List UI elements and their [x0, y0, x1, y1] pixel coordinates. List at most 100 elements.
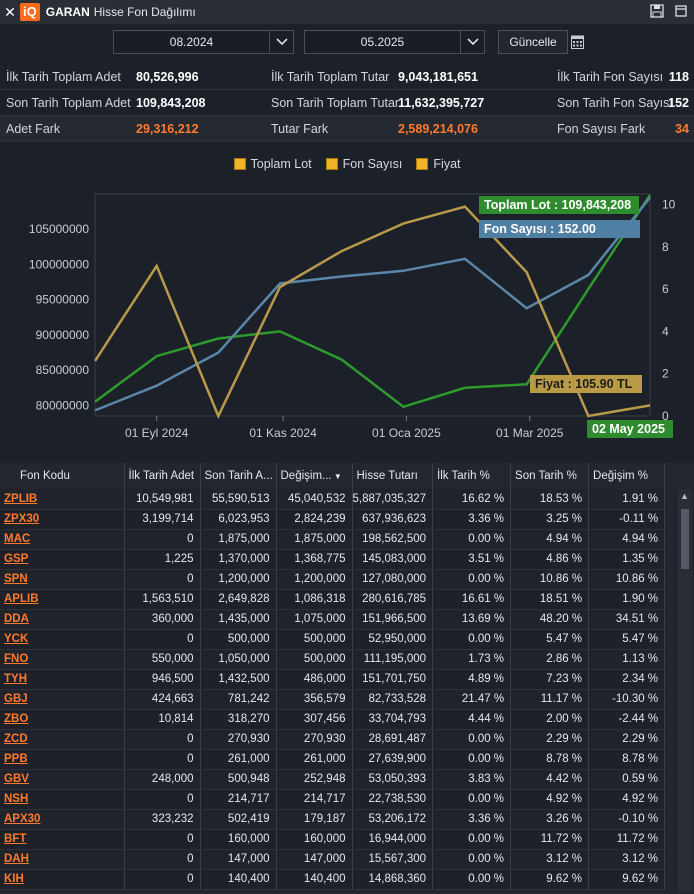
table-row[interactable]: GBV 248,000 500,948 252,948 53,050,393 3.83 %…: [0, 769, 666, 790]
fund-code-link[interactable]: ZPLIB: [4, 492, 38, 505]
fund-code-link[interactable]: ZPX30: [4, 513, 40, 525]
fund-code-cell[interactable]: ZBO: [0, 709, 125, 730]
column-header[interactable]: İlk Tarih Adet: [124, 463, 201, 489]
fund-code-link[interactable]: BFT: [4, 833, 27, 845]
table-cell: 270,930: [276, 729, 353, 750]
end-date-select[interactable]: 05.2025: [304, 30, 485, 54]
table-scrollbar[interactable]: ▲: [678, 489, 692, 892]
table-row[interactable]: APLIB 1,563,510 2,649,828 1,086,318 280,616,…: [0, 589, 666, 610]
y-right-tick-label: 4: [662, 324, 669, 338]
table-cell: 1,370,000: [200, 549, 277, 570]
fund-code-cell[interactable]: DAH: [0, 849, 125, 870]
table-row[interactable]: NSH 0 214,717 214,717 22,738,530 0.00 % 4.92 %…: [0, 789, 666, 810]
table-row[interactable]: BFT 0 160,000 160,000 16,944,000 0.00 % 11.72 …: [0, 829, 666, 850]
fund-code-link[interactable]: DDA: [4, 613, 29, 625]
fund-code-link[interactable]: ZBO: [4, 713, 29, 725]
table-cell: 0.00 %: [432, 529, 512, 550]
summary-value: 29,316,212: [136, 122, 199, 136]
table-cell: 9.62 %: [588, 869, 666, 890]
fund-code-link[interactable]: APLIB: [4, 593, 39, 605]
table-row[interactable]: SPN 0 1,200,000 1,200,000 127,080,000 0.00 % 1…: [0, 569, 666, 590]
sort-desc-icon[interactable]: ▼: [331, 472, 342, 481]
legend-item[interactable]: Toplam Lot: [233, 157, 312, 171]
fund-code-cell[interactable]: KIH: [0, 869, 125, 890]
legend-item[interactable]: Fiyat: [416, 157, 461, 171]
table-row[interactable]: YCK 0 500,000 500,000 52,950,000 0.00 % 5.47 %…: [0, 629, 666, 650]
legend-item[interactable]: Fon Sayısı: [325, 157, 402, 171]
fund-code-cell[interactable]: PPB: [0, 749, 125, 770]
column-header[interactable]: Değişim %: [588, 463, 666, 489]
close-icon[interactable]: ✕: [4, 3, 16, 20]
update-button[interactable]: Güncelle: [498, 30, 568, 54]
fund-code-cell[interactable]: ZCD: [0, 729, 125, 750]
start-date-select[interactable]: 08.2024: [113, 30, 294, 54]
fund-code-link[interactable]: YCK: [4, 633, 29, 645]
fund-code-link[interactable]: TYH: [4, 673, 27, 685]
fund-code-link[interactable]: DAH: [4, 853, 29, 865]
fund-code-link[interactable]: NSH: [4, 793, 29, 805]
table-row[interactable]: ZPLIB 10,549,981 55,590,513 45,040,532 5,887…: [0, 489, 666, 510]
calendar-icon[interactable]: [571, 34, 585, 49]
table-row[interactable]: GBJ 424,663 781,242 356,579 82,733,528 21.47 …: [0, 689, 666, 710]
table-row[interactable]: ZPX30 3,199,714 6,023,953 2,824,239 637,936,…: [0, 509, 666, 530]
fund-code-cell[interactable]: GBJ: [0, 689, 125, 710]
fund-code-link[interactable]: ZCD: [4, 733, 28, 745]
series-line-fiyat: [93, 205, 651, 420]
column-header[interactable]: Son Tarih %: [510, 463, 590, 489]
fund-code-cell[interactable]: FNO: [0, 649, 125, 670]
fund-code-cell[interactable]: YCK: [0, 629, 125, 650]
table-row[interactable]: MAC 0 1,875,000 1,875,000 198,562,500 0.00 % 4…: [0, 529, 666, 550]
fund-code-cell[interactable]: MAC: [0, 529, 125, 550]
fund-code-link[interactable]: SPN: [4, 573, 28, 585]
column-header[interactable]: Değişim... ▼: [276, 463, 353, 489]
column-header[interactable]: Fon Kodu: [0, 463, 125, 489]
scroll-thumb[interactable]: [681, 509, 689, 569]
fund-code-cell[interactable]: TYH: [0, 669, 125, 690]
table-row[interactable]: PPB 0 261,000 261,000 27,639,900 0.00 % 8.78 %…: [0, 749, 666, 770]
fund-code-cell[interactable]: ZPX30: [0, 509, 125, 530]
fund-code-cell[interactable]: NSH: [0, 789, 125, 810]
fund-code-link[interactable]: MAC: [4, 533, 31, 545]
tooltip-lot-box: [479, 196, 639, 214]
table-row[interactable]: DDA 360,000 1,435,000 1,075,000 151,966,500 1…: [0, 609, 666, 630]
fund-code-link[interactable]: PPB: [4, 753, 28, 765]
fund-code-cell[interactable]: SPN: [0, 569, 125, 590]
y-right-tick-label: 8: [662, 240, 669, 254]
chevron-down-icon[interactable]: [269, 31, 293, 53]
table-row[interactable]: KIH 0 140,400 140,400 14,868,360 0.00 % 9.62 %…: [0, 869, 666, 890]
save-icon[interactable]: [650, 4, 664, 21]
fund-code-link[interactable]: KIH: [4, 873, 24, 885]
fund-code-cell[interactable]: APX30: [0, 809, 125, 830]
table-cell: 147,000: [200, 849, 277, 870]
table-cell: -2.44 %: [588, 709, 666, 730]
fund-code-cell[interactable]: ZPLIB: [0, 489, 125, 510]
table-row[interactable]: APX30 323,232 502,419 179,187 53,206,172 3.36…: [0, 809, 666, 830]
fund-code-link[interactable]: FNO: [4, 653, 29, 665]
scroll-up-icon[interactable]: ▲: [680, 491, 689, 501]
fund-code-cell[interactable]: APLIB: [0, 589, 125, 610]
fund-code-cell[interactable]: GBV: [0, 769, 125, 790]
fund-code-link[interactable]: APX30: [4, 813, 41, 825]
column-header[interactable]: Son Tarih A...: [200, 463, 277, 489]
table-row[interactable]: FNO 550,000 1,050,000 500,000 111,195,000 1.7…: [0, 649, 666, 670]
table-row[interactable]: DAH 0 147,000 147,000 15,567,300 0.00 % 3.12 %…: [0, 849, 666, 870]
fund-code-link[interactable]: GSP: [4, 553, 29, 565]
table-row[interactable]: ZCD 0 270,930 270,930 28,691,487 0.00 % 2.29 %…: [0, 729, 666, 750]
fund-code-link[interactable]: GBV: [4, 773, 29, 785]
table-cell: 252,948: [276, 769, 353, 790]
table-row[interactable]: TYH 946,500 1,432,500 486,000 151,701,750 4.8…: [0, 669, 666, 690]
fund-code-cell[interactable]: GSP: [0, 549, 125, 570]
fund-code-link[interactable]: GBJ: [4, 693, 28, 705]
fund-code-cell[interactable]: DDA: [0, 609, 125, 630]
fund-code-cell[interactable]: BFT: [0, 829, 125, 850]
y-left-tick-label: 90000000: [36, 328, 90, 342]
filter-bar: 08.2024 05.2025 Güncelle: [0, 30, 694, 56]
chevron-down-icon[interactable]: [460, 31, 484, 53]
column-header[interactable]: Hisse Tutarı: [352, 463, 434, 489]
y-right-tick-label: 6: [662, 282, 669, 296]
table-row[interactable]: GSP 1,225 1,370,000 1,368,775 145,083,000 3.5…: [0, 549, 666, 570]
column-header[interactable]: İlk Tarih %: [432, 463, 512, 489]
table-row[interactable]: ZBO 10,814 318,270 307,456 33,704,793 4.44 % 2…: [0, 709, 666, 730]
table-cell: 3.36 %: [432, 809, 512, 830]
pin-icon[interactable]: [674, 4, 688, 21]
